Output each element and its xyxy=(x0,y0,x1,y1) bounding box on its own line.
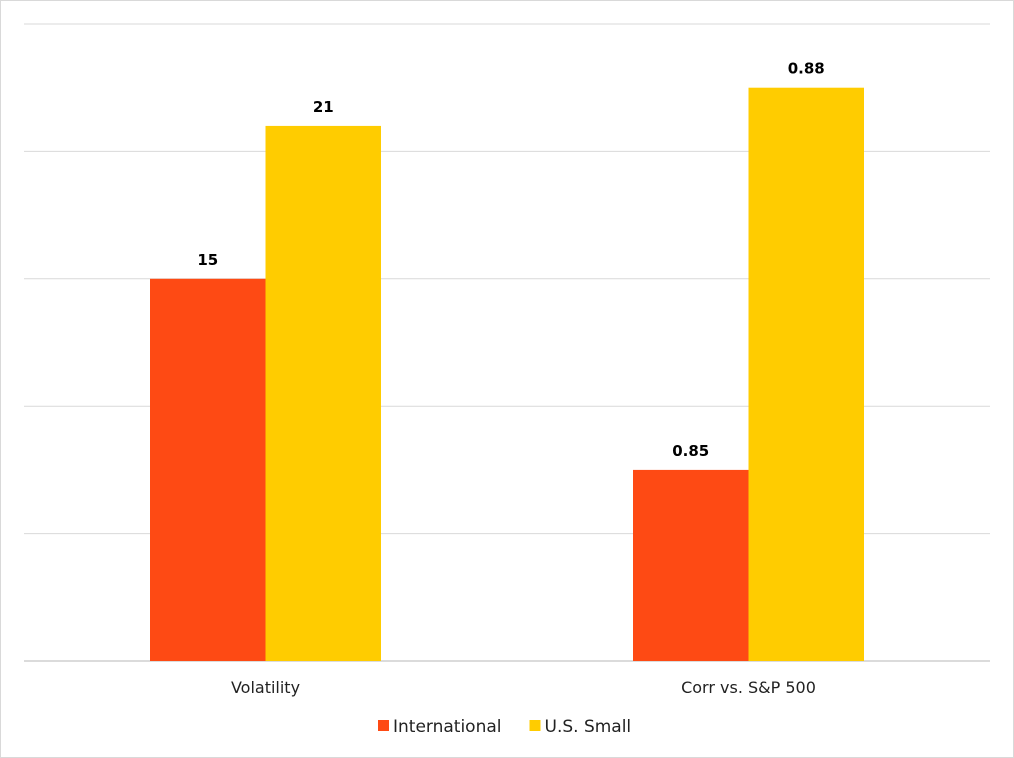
legend-label: U.S. Small xyxy=(545,717,632,737)
legend-swatch xyxy=(378,720,389,731)
bar-international-1 xyxy=(633,469,749,661)
legend-label: International xyxy=(393,717,502,737)
bar-u-s-small-0 xyxy=(265,125,381,662)
bar-u-s-small-1 xyxy=(748,87,864,661)
data-label: 0.85 xyxy=(672,442,709,460)
category-label: Corr vs. S&P 500 xyxy=(681,678,816,697)
category-label: Volatility xyxy=(231,678,300,697)
data-label: 21 xyxy=(313,98,334,116)
legend-swatch xyxy=(529,720,541,731)
bar-international-0 xyxy=(150,278,266,661)
data-label: 0.88 xyxy=(788,60,825,78)
data-label: 15 xyxy=(197,251,218,269)
